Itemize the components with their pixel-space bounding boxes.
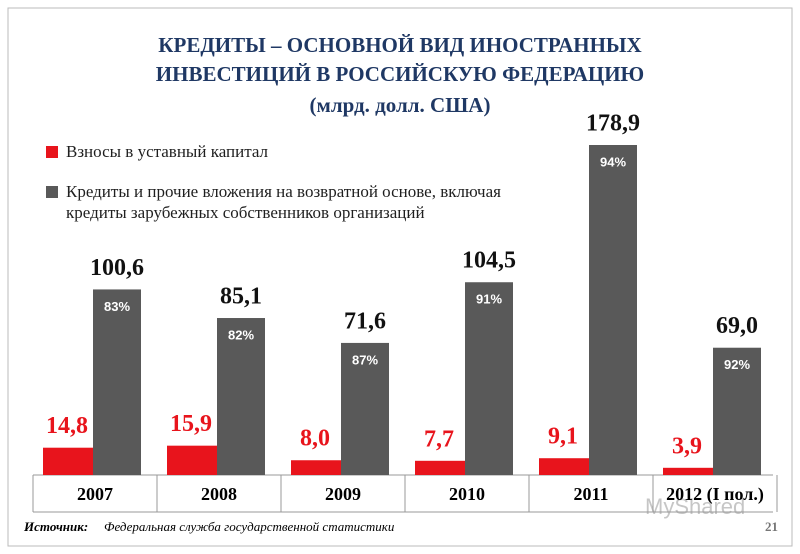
x-tick-label: 2011: [573, 484, 608, 504]
bar: [167, 445, 217, 475]
bar: [415, 460, 465, 475]
share-label: 87%: [352, 352, 378, 367]
page-number: 21: [765, 519, 778, 534]
value-label: 178,9: [586, 111, 640, 137]
value-label: 9,1: [548, 424, 578, 450]
value-label: 15,9: [170, 411, 212, 437]
source-text: Федеральная служба государственной стати…: [104, 519, 395, 534]
value-label: 71,6: [344, 308, 386, 334]
x-tick-label: 2009: [325, 484, 361, 504]
bar: [217, 318, 265, 475]
x-tick-label: 2010: [449, 484, 485, 504]
x-tick-label: 2007: [77, 484, 113, 504]
frame: [7, 7, 793, 547]
bar: [465, 282, 513, 475]
watermark: MyShared: [645, 494, 745, 519]
value-label: 14,8: [46, 413, 88, 439]
bar: [291, 460, 341, 475]
bar: [663, 467, 713, 475]
share-label: 91%: [476, 292, 502, 307]
share-label: 94%: [600, 154, 626, 169]
chart-subtitle: (млрд. долл. США): [310, 93, 491, 117]
bar: [341, 342, 389, 475]
legend-swatch: [46, 186, 58, 198]
chart-title: ИНВЕСТИЦИЙ В РОССИЙСКУЮ ФЕДЕРАЦИЮ: [156, 62, 644, 86]
chart-title: КРЕДИТЫ – ОСНОВНОЙ ВИД ИНОСТРАННЫХ: [158, 33, 641, 57]
share-label: 92%: [724, 357, 750, 372]
source-label: Источник:: [23, 519, 88, 534]
value-label: 85,1: [220, 284, 262, 310]
value-label: 8,0: [300, 426, 330, 452]
x-tick-label: 2008: [201, 484, 237, 504]
legend-label: Кредиты и прочие вложения на возвратной …: [66, 182, 501, 222]
share-label: 83%: [104, 299, 130, 314]
legend-label: Взносы в уставный капитал: [66, 142, 269, 161]
bar: [713, 347, 761, 475]
share-label: 82%: [228, 327, 254, 342]
value-label: 3,9: [672, 433, 702, 459]
bar: [589, 145, 637, 475]
bar: [539, 458, 589, 475]
bar: [43, 447, 93, 475]
value-label: 100,6: [90, 255, 144, 281]
value-label: 104,5: [462, 248, 516, 274]
bar: [93, 289, 141, 475]
x-tick-label: 2012 (I пол.): [666, 484, 764, 505]
value-label: 7,7: [424, 426, 454, 452]
legend-swatch: [46, 146, 58, 158]
value-label: 69,0: [716, 313, 758, 339]
